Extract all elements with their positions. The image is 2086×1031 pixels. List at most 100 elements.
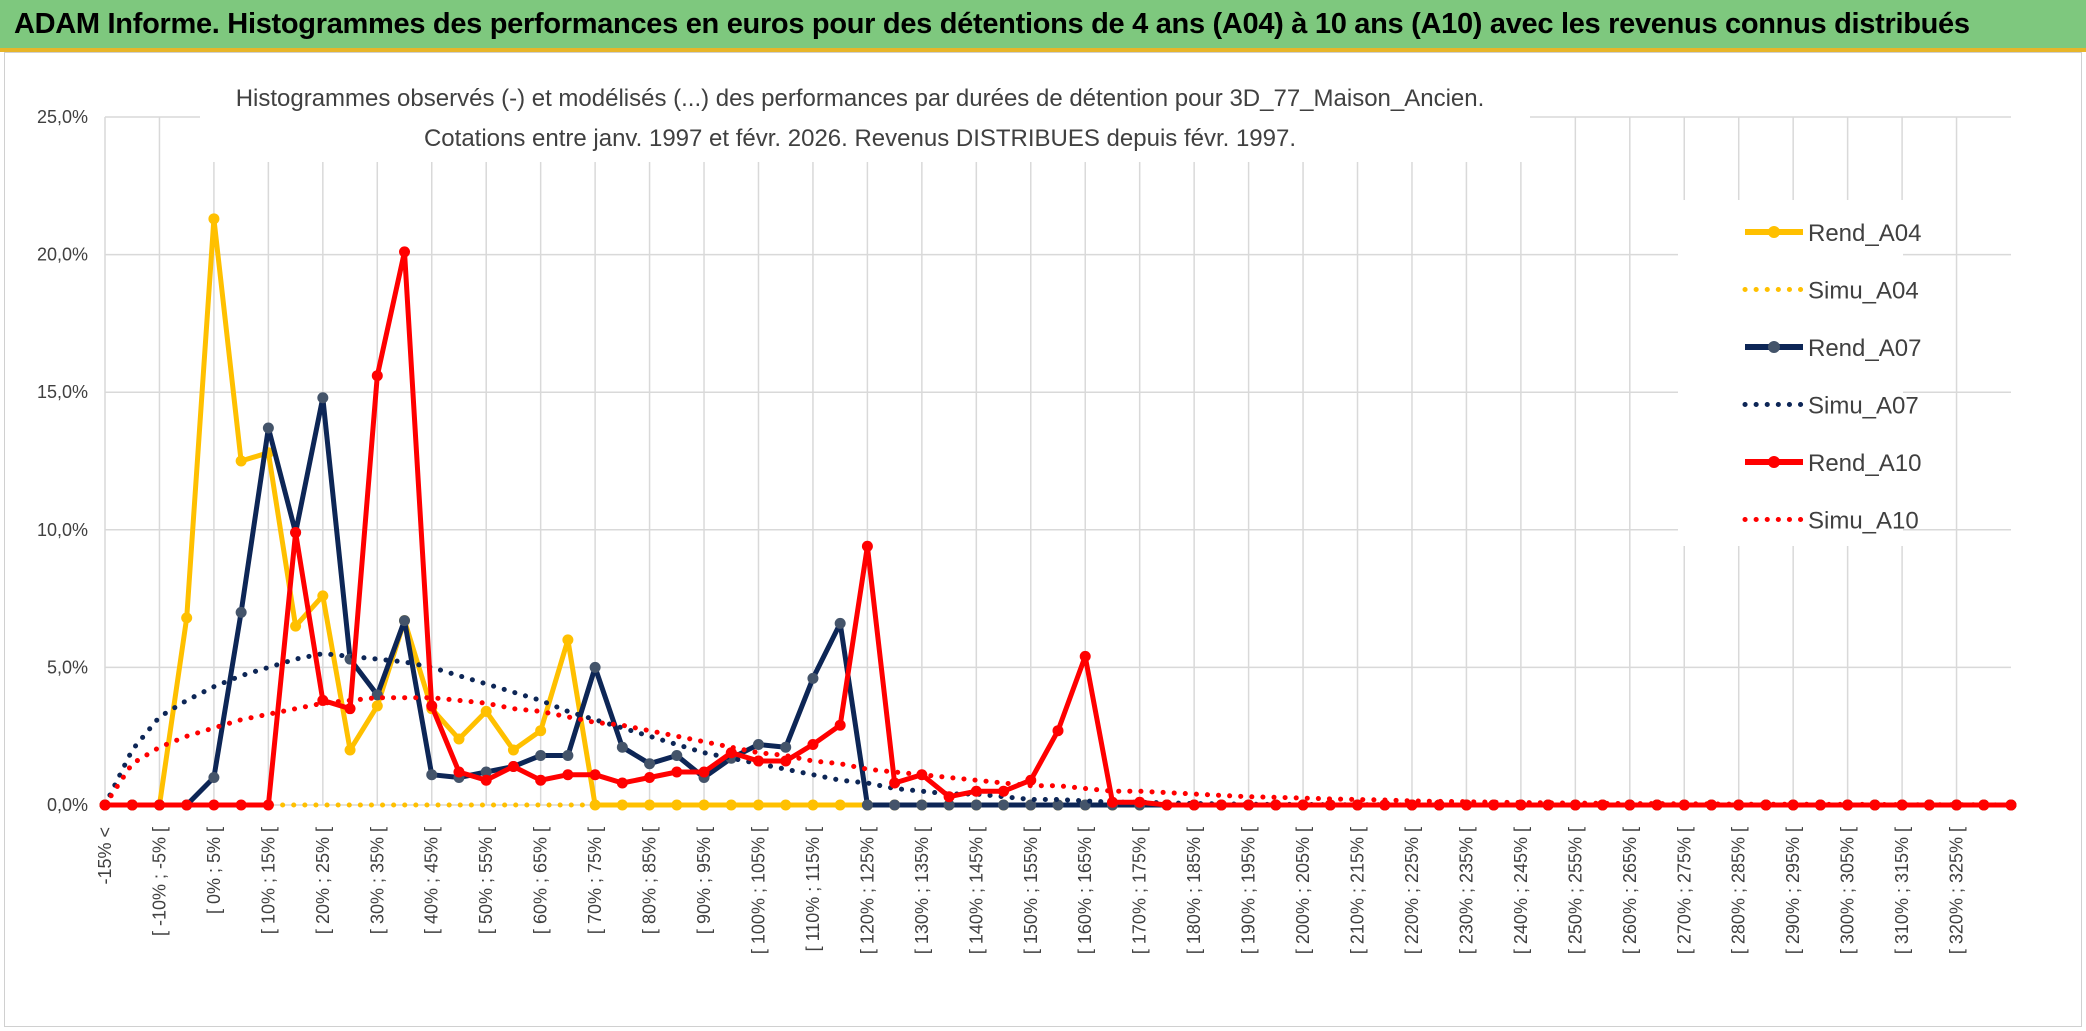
data-point-rend-a10 [1215,799,1227,811]
series-line-simu-a10 [102,695,2014,808]
data-point-rend-a10 [1379,799,1391,811]
legend-label: Rend_A10 [1808,450,1921,477]
data-point-rend-a10 [1352,799,1364,811]
x-tick-label: [ 200% ; 205% [ [1293,827,1313,954]
x-tick-label: [ 120% ; 125% [ [857,827,877,954]
y-axis-ticks: 0,0% 5,0% 10,0% 15,0% 20,0% 25,0% [37,107,88,815]
data-point-rend-a10 [1161,799,1173,811]
data-point-rend-a10 [290,527,302,539]
data-point-rend-a10 [1134,796,1146,808]
data-point-rend-a10 [889,777,901,789]
data-point-rend-a10 [861,540,873,552]
data-point-rend-a07 [1052,799,1064,811]
data-point-rend-a04 [535,725,547,737]
data-point-rend-a10 [589,769,601,781]
data-point-rend-a07 [889,799,901,811]
data-point-rend-a07 [780,741,792,753]
x-tick-label: [ -10% ; -5% [ [149,827,169,936]
data-point-rend-a10 [1106,796,1118,808]
chart-title-line1: Histogrammes observés (-) et modélisés (… [236,85,1485,112]
data-point-rend-a04 [453,733,465,745]
report-title: ADAM Informe. Histogrammes des performan… [14,8,1970,40]
data-point-rend-a10 [535,774,547,786]
series [99,213,2017,811]
data-point-rend-a10 [344,703,356,715]
x-tick-label: [ 250% ; 255% [ [1565,827,1585,954]
x-tick-label: [ 280% ; 285% [ [1729,827,1749,954]
legend-marker [1768,456,1780,468]
y-tick-label: 20,0% [37,245,88,265]
x-tick-label: [ 290% ; 295% [ [1783,827,1803,954]
x-tick-label: [ 130% ; 135% [ [912,827,932,954]
legend-label: Simu_A07 [1808,393,1919,420]
legend-background [1678,200,1903,546]
data-point-rend-a10 [1951,799,1963,811]
data-point-rend-a10 [153,799,165,811]
x-tick-label: [ 90% ; 95% [ [694,827,714,934]
data-point-rend-a04 [725,799,737,811]
legend-marker [1768,226,1780,238]
data-point-rend-a10 [2005,799,2017,811]
x-tick-label: [ 300% ; 305% [ [1838,827,1858,954]
data-point-rend-a07 [317,392,329,404]
data-point-rend-a07 [752,738,764,750]
x-tick-label: [ 40% ; 45% [ [422,827,442,934]
data-point-rend-a07 [970,799,982,811]
legend-label: Rend_A04 [1808,220,1921,247]
x-tick-label: [ 240% ; 245% [ [1511,827,1531,954]
data-point-rend-a10 [480,774,492,786]
data-point-rend-a10 [752,755,764,767]
x-tick-label: [ 230% ; 235% [ [1456,827,1476,954]
data-point-rend-a10 [644,771,656,783]
data-point-rend-a04 [181,612,193,624]
legend-label: Simu_A10 [1808,508,1919,535]
data-point-rend-a10 [1025,774,1037,786]
data-point-rend-a10 [970,785,982,797]
data-point-rend-a10 [181,799,193,811]
data-point-rend-a07 [235,606,247,618]
data-point-rend-a10 [1297,799,1309,811]
data-point-rend-a07 [807,672,819,684]
data-point-rend-a10 [998,785,1010,797]
x-tick-label: [ 190% ; 195% [ [1239,827,1259,954]
data-point-rend-a10 [1243,799,1255,811]
data-point-rend-a07 [834,617,846,629]
data-point-rend-a04 [208,213,220,225]
x-tick-label: [ 0% ; 5% [ [204,827,224,914]
x-tick-label: [ 60% ; 65% [ [531,827,551,934]
x-tick-label: -15% < [95,827,115,885]
x-tick-label: [ 140% ; 145% [ [966,827,986,954]
data-point-rend-a10 [1324,799,1336,811]
x-tick-label: [ 260% ; 265% [ [1620,827,1640,954]
x-tick-label: [ 310% ; 315% [ [1892,827,1912,954]
data-point-rend-a04 [371,700,383,712]
chart-title-line2: Cotations entre janv. 1997 et févr. 2026… [424,125,1296,152]
data-point-rend-a04 [562,634,574,646]
data-point-rend-a04 [290,620,302,632]
data-point-rend-a10 [453,766,465,778]
legend: Rend_A04 Simu_A04 Rend_A07 Simu_A07 Rend_A10… [1678,200,1921,546]
data-point-rend-a07 [943,799,955,811]
x-tick-label: [ 10% ; 15% [ [258,827,278,934]
data-point-rend-a07 [861,799,873,811]
x-axis-ticks: -15% < [ -10% ; -5% [ [ 0% ; 5% [ [ 10% ; 1… [95,827,1967,954]
legend-label: Simu_A04 [1808,278,1919,305]
data-point-rend-a10 [1079,650,1091,662]
data-point-rend-a07 [562,749,574,761]
data-point-rend-a10 [1270,799,1282,811]
data-point-rend-a07 [1025,799,1037,811]
data-point-rend-a04 [507,744,519,756]
data-point-rend-a07 [616,741,628,753]
x-tick-label: [ 80% ; 85% [ [640,827,660,934]
y-tick-label: 10,0% [37,520,88,540]
data-point-rend-a10 [371,370,383,382]
data-point-rend-a10 [1651,799,1663,811]
data-point-rend-a10 [1188,799,1200,811]
data-point-rend-a07 [644,758,656,770]
data-point-rend-a07 [208,771,220,783]
data-point-rend-a04 [616,799,628,811]
data-point-rend-a07 [535,749,547,761]
x-tick-label: [ 170% ; 175% [ [1130,827,1150,954]
x-tick-label: [ 220% ; 225% [ [1402,827,1422,954]
